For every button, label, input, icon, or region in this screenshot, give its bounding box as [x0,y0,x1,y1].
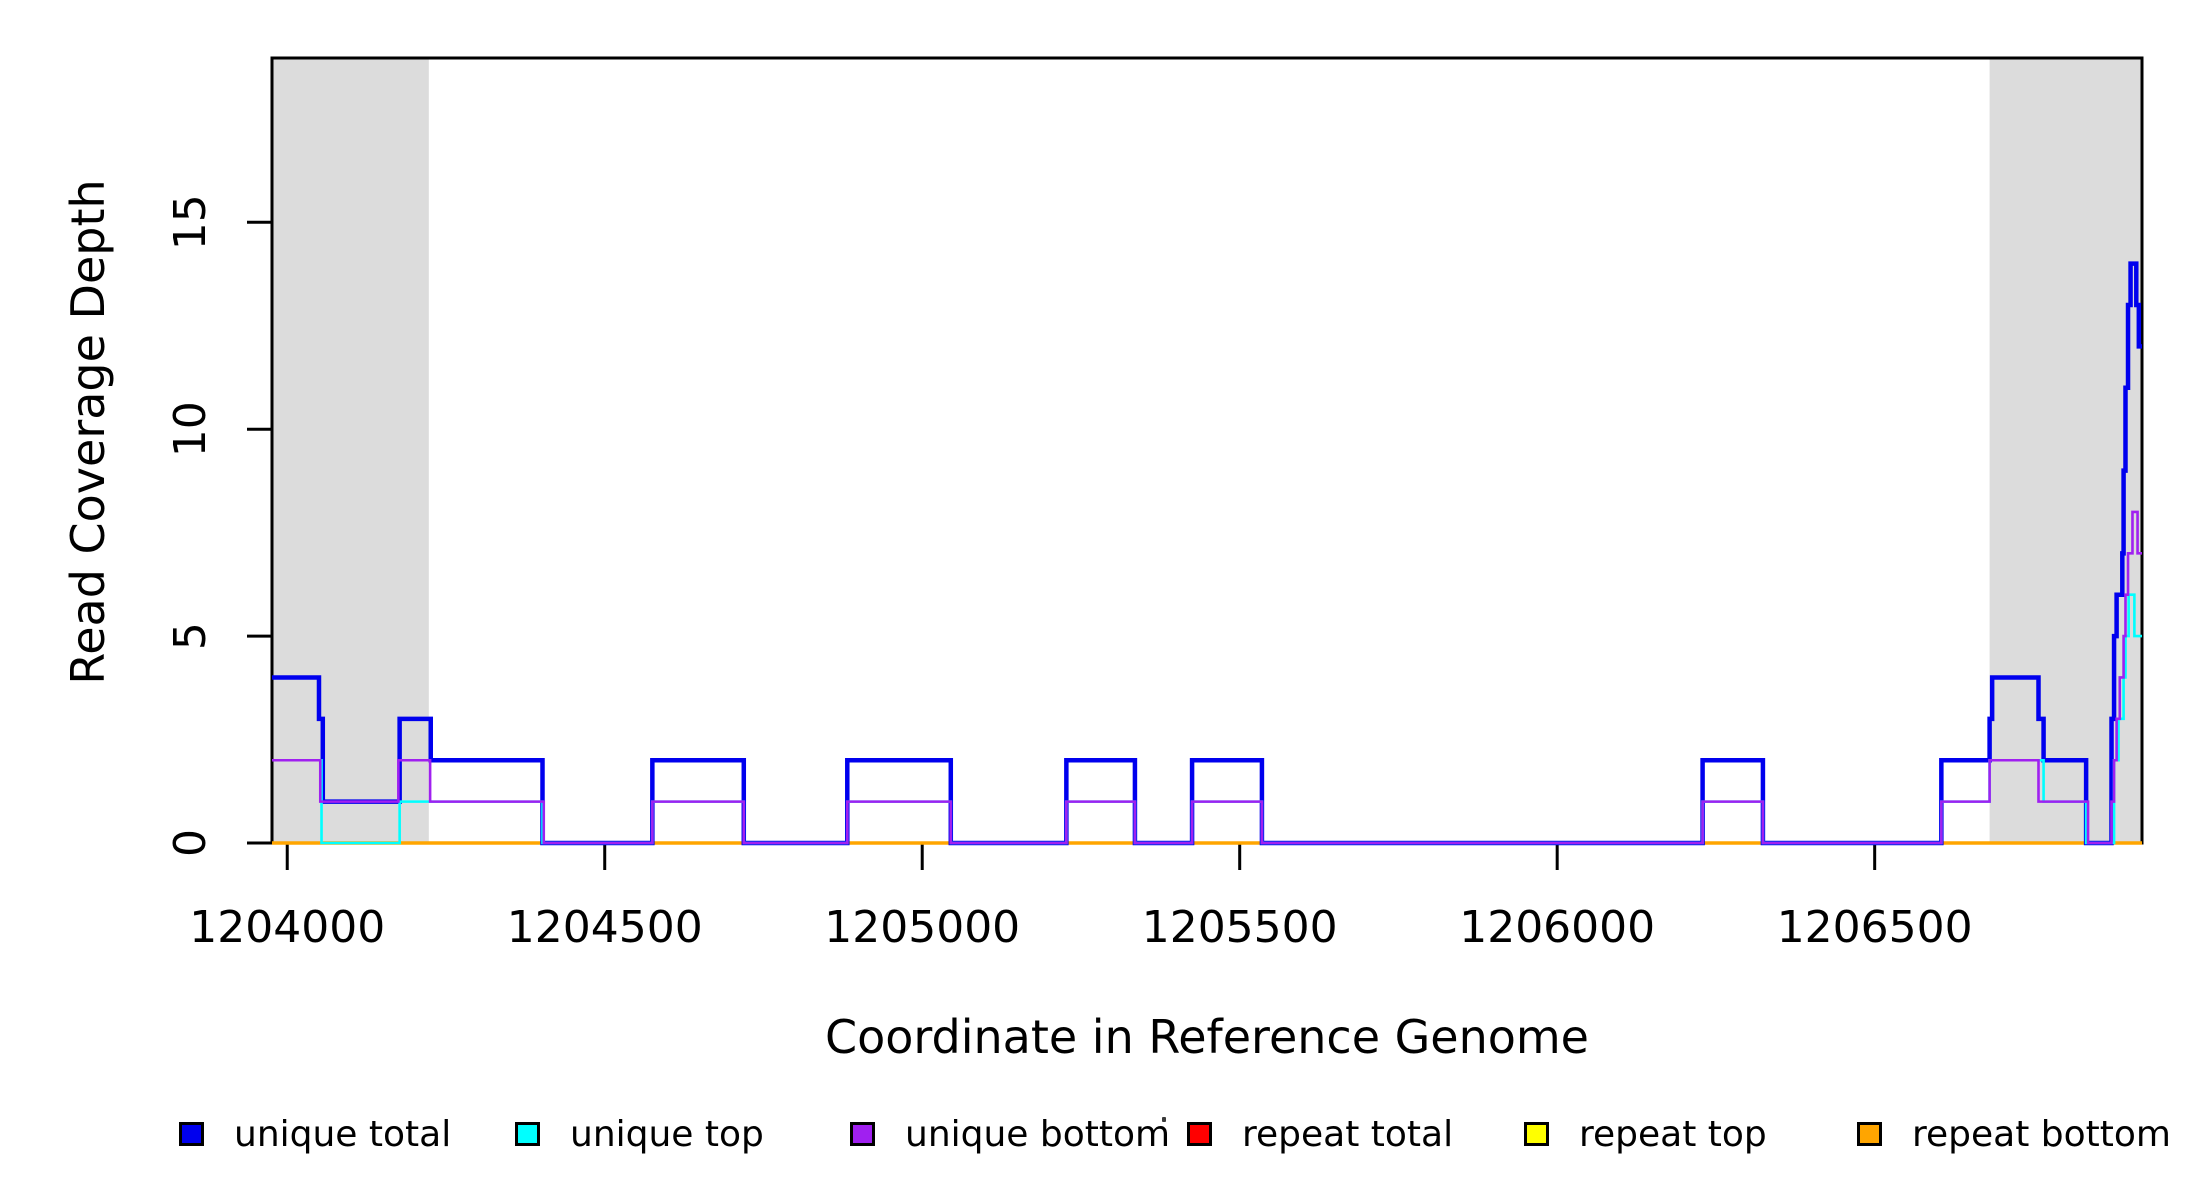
x-tick-label: 1205000 [824,902,1020,953]
legend-item-repeat-bottom: repeat bottom [1857,1112,2171,1156]
legend-item-repeat-top: repeat top [1524,1112,1767,1156]
x-axis-title: Coordinate in Reference Genome [825,1010,1589,1064]
legend-label-unique-bottom: unique bottom [905,1113,1171,1155]
legend-label-repeat-total: repeat total [1242,1113,1454,1155]
y-tick-label: 15 [165,194,216,250]
series-unique-top [272,593,2142,845]
legend-item-repeat-total: repeat total [1187,1112,1453,1156]
legend-swatch-repeat-total [1187,1122,1212,1146]
legend-swatch-repeat-top [1524,1122,1549,1146]
x-tick-label: 1206500 [1777,902,1973,953]
y-axis-title: Read Coverage Depth [61,179,115,685]
y-tick-label: 0 [165,829,216,857]
series-unique-bottom [272,510,2142,845]
legend-label-unique-top: unique top [570,1113,764,1155]
legend-item-unique-top: unique top [515,1112,764,1156]
legend-item-unique-bottom: unique bottom [850,1112,1170,1156]
series-unique-total [272,261,2142,846]
x-tick-label: 1205500 [1142,902,1338,953]
x-tick-label: 1204000 [189,902,385,953]
x-tick-label: 1206000 [1459,902,1655,953]
shaded-region [1989,58,2142,843]
x-tick-label: 1204500 [507,902,703,953]
stray-dot [1162,1117,1166,1122]
y-tick-label: 10 [165,401,216,457]
legend-swatch-unique-total [179,1122,204,1146]
plot-frame [270,56,2144,845]
legend-swatch-unique-top [515,1122,540,1146]
legend-label-unique-total: unique total [234,1113,452,1155]
legend-label-repeat-bottom: repeat bottom [1912,1113,2171,1155]
legend-label-repeat-top: repeat top [1579,1113,1767,1155]
shaded-region [272,58,429,843]
legend-swatch-repeat-bottom [1857,1122,1882,1146]
legend: unique total unique top unique bottom re… [0,1112,2200,1156]
legend-swatch-unique-bottom [850,1122,875,1146]
legend-item-unique-total: unique total [179,1112,451,1156]
y-tick-label: 5 [165,622,216,650]
